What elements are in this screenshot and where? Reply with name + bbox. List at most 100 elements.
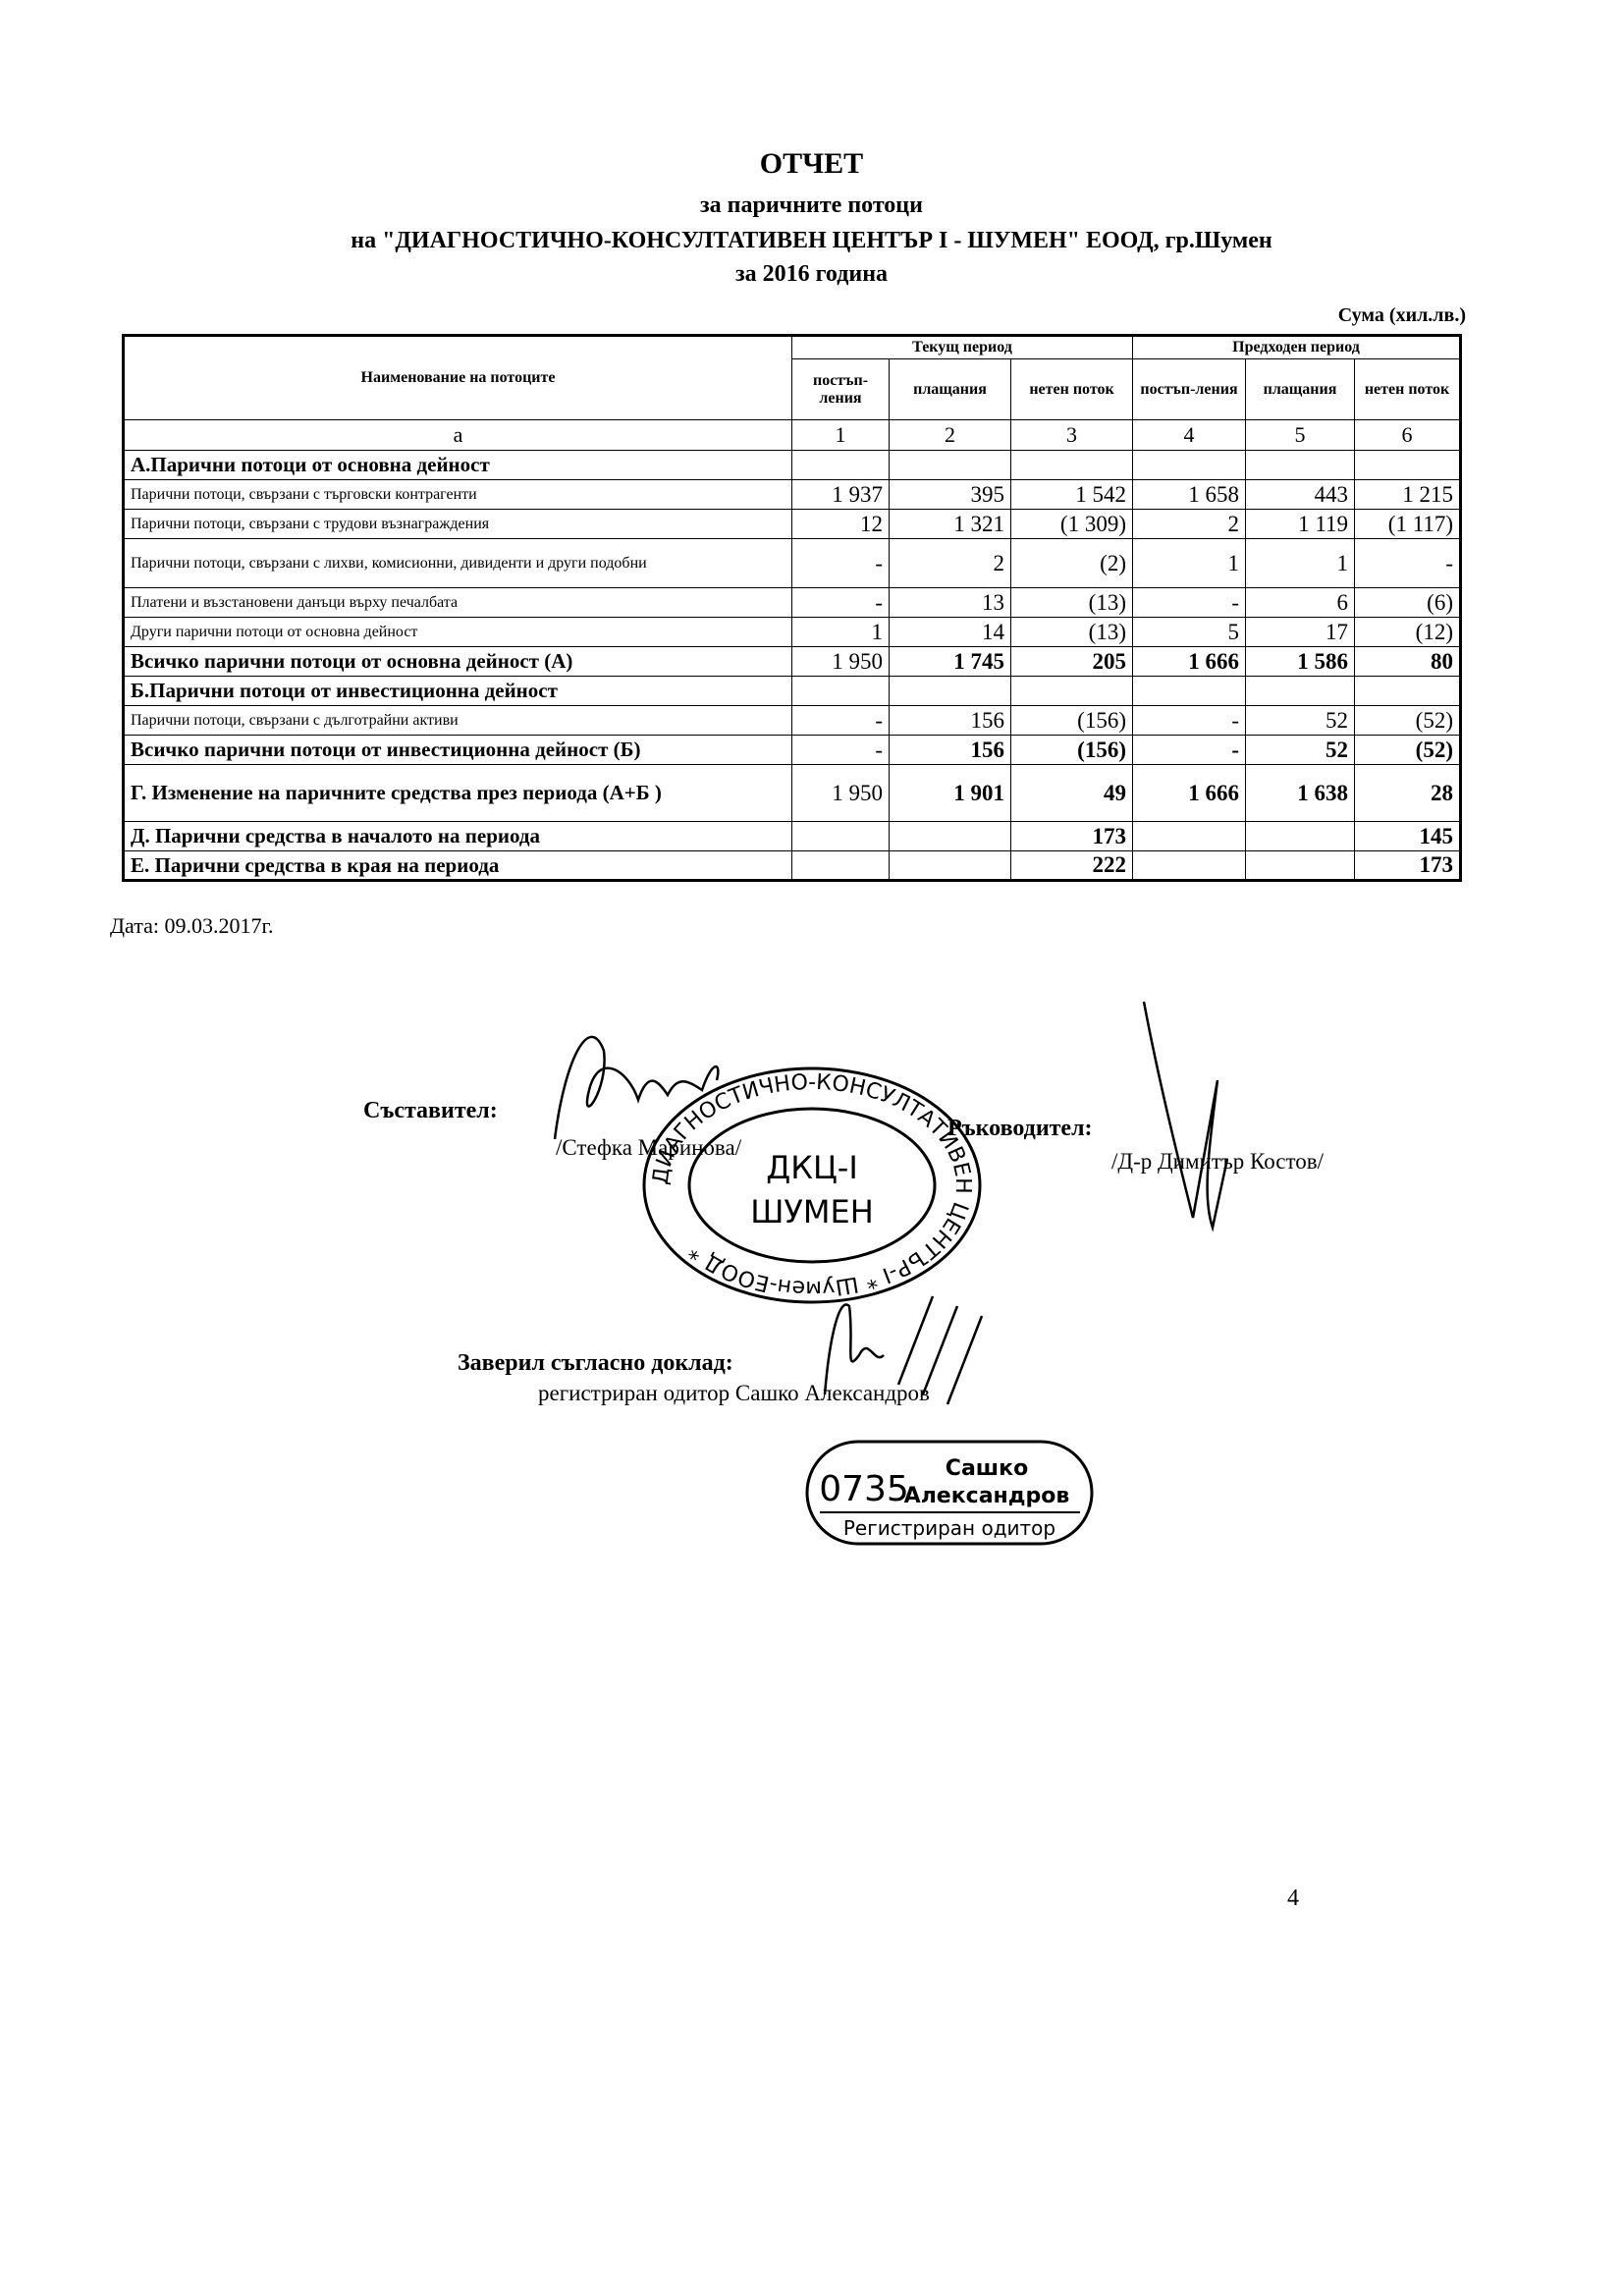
cell: 1 658	[1132, 479, 1246, 510]
page-number: 4	[1287, 1886, 1299, 1911]
auditor-stamp-name: Сашко	[946, 1456, 1028, 1481]
cell: 173	[1354, 850, 1461, 881]
cell: 1 901	[889, 764, 1011, 822]
cell: 52	[1245, 705, 1355, 736]
row-label: А.Парични потоци от основна дейност	[123, 450, 792, 480]
cell: 1	[791, 617, 890, 647]
subheader: плащания	[889, 358, 1011, 420]
cell: 6	[1245, 587, 1355, 618]
auditor-name: регистриран одитор Сашко Александров	[538, 1381, 930, 1405]
row-label: Парични потоци, свързани с дълготрайни а…	[123, 705, 792, 736]
cell: 145	[1354, 821, 1461, 851]
table-row: Парични потоци, свързани с дълготрайни а…	[123, 705, 1461, 736]
cell	[1245, 676, 1355, 706]
cash-flow-table: Наименование на потоците Текущ период Пред…	[122, 334, 1462, 882]
cell	[889, 821, 1011, 851]
cell: 1 215	[1354, 479, 1461, 510]
cell	[1010, 450, 1133, 480]
cell: -	[791, 587, 890, 618]
column-number: 6	[1354, 419, 1461, 451]
cell: 12	[791, 509, 890, 539]
cell: (2)	[1010, 538, 1133, 588]
auditor-signature	[823, 1295, 984, 1405]
subtitle: за паричните потоци	[700, 192, 923, 218]
column-number: а	[123, 419, 792, 451]
manager-signature	[1142, 1001, 1229, 1232]
title: ОТЧЕТ	[759, 147, 864, 180]
column-number: 2	[889, 419, 1011, 451]
cell: (1 309)	[1010, 509, 1133, 539]
auditor-label: Заверил съгласно доклад:	[458, 1350, 733, 1376]
previous-period: Предходен период	[1132, 335, 1461, 359]
cell: (156)	[1010, 705, 1133, 736]
cell: 80	[1354, 646, 1461, 677]
cell: (12)	[1354, 617, 1461, 647]
cell: (1 117)	[1354, 509, 1461, 539]
cell	[791, 850, 890, 881]
cell: (6)	[1354, 587, 1461, 618]
compiler-label: Съставител:	[363, 1098, 498, 1123]
table-row: Парични потоци, свързани с лихви, комиси…	[123, 538, 1461, 588]
cell: -	[1354, 538, 1461, 588]
cell	[1245, 821, 1355, 851]
auditor-stamp	[805, 1440, 1094, 1546]
manager-label: Ръководител:	[947, 1116, 1093, 1141]
company-stamp	[642, 1066, 982, 1304]
table-row: Е. Парични средства в края на периода 222…	[123, 850, 1461, 881]
subheader: нетен поток	[1354, 358, 1461, 420]
cell: (13)	[1010, 587, 1133, 618]
cell	[1132, 821, 1246, 851]
cell: 1 542	[1010, 479, 1133, 510]
cell: 1 638	[1245, 764, 1355, 822]
period: за 2016 година	[734, 261, 889, 287]
table-row: Д. Парични средства в началото на период…	[123, 821, 1461, 851]
cell: 2	[889, 538, 1011, 588]
stamp-line: ДКЦ-I	[766, 1149, 858, 1186]
subheader: постъп-ления	[791, 358, 890, 420]
cell: 222	[1010, 850, 1133, 881]
cell: (52)	[1354, 735, 1461, 765]
column-number: 1	[791, 419, 890, 451]
cell	[791, 450, 890, 480]
cell	[1354, 676, 1461, 706]
subheader: постъп-ления	[1132, 358, 1246, 420]
cell: 5	[1132, 617, 1246, 647]
cell: 156	[889, 735, 1011, 765]
cell	[1245, 450, 1355, 480]
cell: 1 950	[791, 764, 890, 822]
cell: 17	[1245, 617, 1355, 647]
company-stamp-inner	[687, 1107, 937, 1264]
table-row: Други парични потоци от основна дейност 1…	[123, 617, 1461, 647]
subheader: плащания	[1245, 358, 1355, 420]
cell	[889, 850, 1011, 881]
table-row: Парични потоци, свързани с търговски кон…	[123, 479, 1461, 510]
company: на "ДИАГНОСТИЧНО-КОНСУЛТАТИВЕН ЦЕНТЪР I …	[351, 228, 1272, 253]
cell	[1132, 450, 1246, 480]
cell: 1 119	[1245, 509, 1355, 539]
row-label: Е. Парични средства в края на периода	[123, 850, 792, 881]
auditor-number: 0735	[819, 1469, 909, 1509]
cell	[791, 821, 890, 851]
stamp-line: ШУМЕН	[750, 1193, 874, 1230]
cell: 395	[889, 479, 1011, 510]
row-label: Д. Парични средства в началото на период…	[123, 821, 792, 851]
cell: 14	[889, 617, 1011, 647]
compiler-name: /Стефка Маринова/	[556, 1135, 742, 1160]
cell: (13)	[1010, 617, 1133, 647]
row-label: Парични потоци, свързани с лихви, комиси…	[123, 538, 792, 588]
cell: 52	[1245, 735, 1355, 765]
row-label: Г. Изменение на паричните средства през …	[123, 764, 792, 822]
cell: 28	[1354, 764, 1461, 822]
cell: 205	[1010, 646, 1133, 677]
cell: -	[1132, 587, 1246, 618]
row-label: Парични потоци, свързани с търговски кон…	[123, 479, 792, 510]
manager-name: /Д-р Димитър Костов/	[1111, 1149, 1325, 1174]
compiler-signature	[553, 1035, 720, 1140]
unit: Сума (хил.лв.)	[1337, 304, 1466, 326]
cell: 1 745	[889, 646, 1011, 677]
cell: -	[791, 538, 890, 588]
cell	[1010, 676, 1133, 706]
cell: 1 950	[791, 646, 890, 677]
